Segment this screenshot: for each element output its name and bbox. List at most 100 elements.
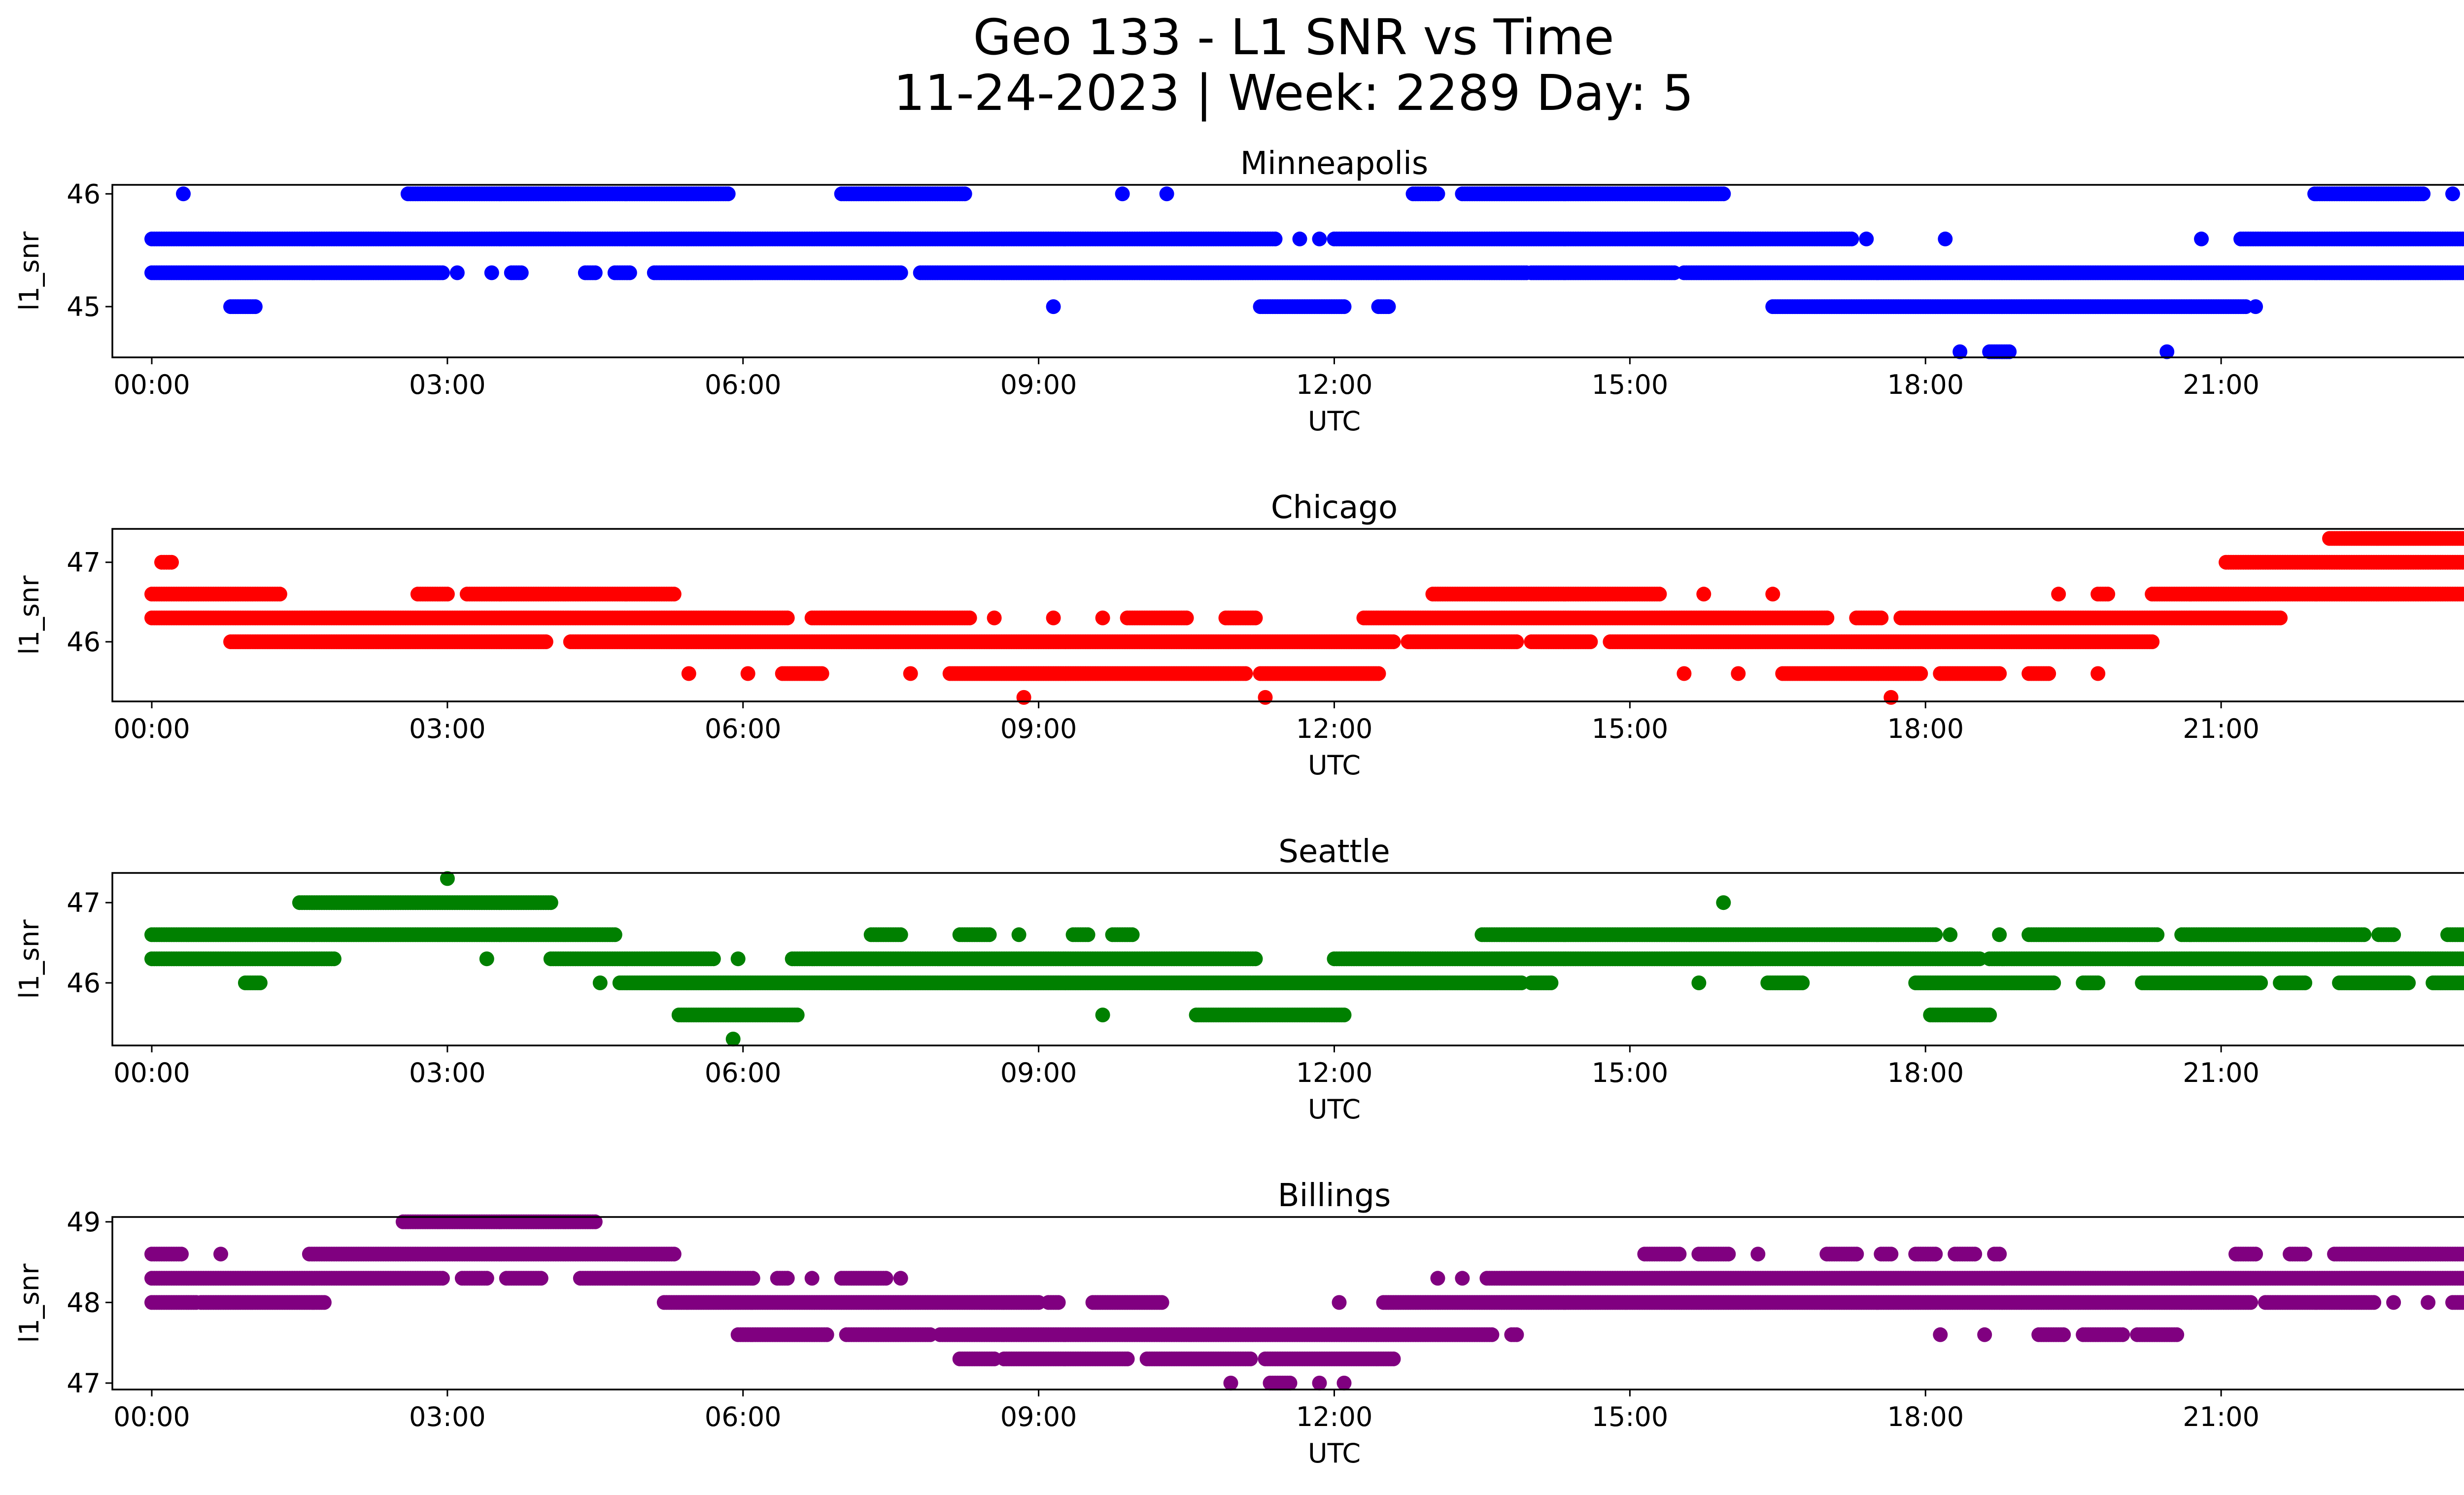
data-point xyxy=(2090,666,2106,681)
data-point xyxy=(962,610,977,626)
data-point xyxy=(2445,186,2460,202)
data-point xyxy=(1238,666,1253,681)
data-point xyxy=(780,610,795,626)
data-point xyxy=(1859,231,1874,246)
x-tick-label: 00:00 xyxy=(113,369,190,400)
x-tick-label: 18:00 xyxy=(1887,713,1964,744)
data-point xyxy=(1583,634,1598,649)
data-point xyxy=(2100,587,2116,602)
data-point xyxy=(440,587,455,602)
data-point xyxy=(2159,344,2175,359)
data-point xyxy=(1874,610,1889,626)
data-point xyxy=(1716,186,1731,202)
data-point xyxy=(1312,231,1327,246)
data-point xyxy=(1179,610,1194,626)
data-point xyxy=(681,666,696,681)
x-tick-label: 00:00 xyxy=(113,713,190,744)
data-point xyxy=(1016,690,1031,705)
data-point xyxy=(1046,610,1061,626)
data-point xyxy=(1819,610,1835,626)
data-point xyxy=(1992,666,2007,681)
x-tick-label: 06:00 xyxy=(705,369,782,400)
data-point xyxy=(2463,590,2464,599)
data-point xyxy=(1731,666,1746,681)
x-axis-label: UTC xyxy=(1308,750,1361,781)
data-point xyxy=(543,895,558,910)
x-axis-label: UTC xyxy=(1308,406,1361,437)
data-point xyxy=(2248,299,2263,314)
data-point xyxy=(2460,532,2464,545)
x-tick-label: 03:00 xyxy=(409,713,486,744)
data-point xyxy=(2002,344,2017,359)
data-point xyxy=(1371,666,1386,681)
y-axis-label: l1_snr xyxy=(14,231,45,311)
x-tick-label: 18:00 xyxy=(1887,369,1964,400)
y-axis-label: l1_snr xyxy=(14,575,45,655)
scatter-series xyxy=(144,186,2464,359)
y-tick-label: 45 xyxy=(67,291,101,322)
data-point xyxy=(1677,666,1692,681)
x-tick-label: 15:00 xyxy=(1592,369,1669,400)
data-point xyxy=(2273,610,2288,626)
x-tick-label: 21:00 xyxy=(2183,713,2259,744)
data-point xyxy=(2041,666,2056,681)
x-tick-label: 21:00 xyxy=(2183,369,2259,400)
figure-title-line1: Geo 133 - L1 SNR vs Time xyxy=(973,8,1614,66)
y-tick-label: 47 xyxy=(67,547,101,578)
data-point xyxy=(1386,634,1401,649)
data-point xyxy=(538,634,553,649)
data-point xyxy=(587,265,603,280)
data-point xyxy=(2460,232,2464,246)
x-tick-label: 06:00 xyxy=(705,713,782,744)
figure-title-line2: 11-24-2023 | Week: 2289 Day: 5 xyxy=(893,64,1693,122)
data-point xyxy=(2051,587,2066,602)
x-tick-label: 12:00 xyxy=(1296,713,1373,744)
data-point xyxy=(164,555,179,570)
subplot-title: Minneapolis xyxy=(1240,145,1428,182)
data-point xyxy=(484,265,499,280)
data-point xyxy=(435,265,450,280)
data-point xyxy=(513,265,529,280)
data-point xyxy=(740,666,755,681)
data-point xyxy=(1267,231,1283,246)
data-point xyxy=(1716,895,1731,910)
data-point xyxy=(622,265,637,280)
data-point xyxy=(1765,587,1780,602)
data-point xyxy=(1883,690,1899,705)
y-tick-label: 46 xyxy=(67,626,101,658)
x-tick-label: 09:00 xyxy=(1000,713,1077,744)
subplots: Minneapolis 00:00 03:00 06:00 09:00 12:00 15:0… xyxy=(14,145,2464,1469)
scatter-series xyxy=(144,531,2464,705)
data-point xyxy=(2463,534,2464,543)
data-point xyxy=(2463,557,2464,567)
data-point xyxy=(2463,234,2464,243)
subplot-title: Chicago xyxy=(1271,489,1398,526)
data-point xyxy=(1381,299,1396,314)
data-point xyxy=(272,587,287,602)
data-point xyxy=(1430,186,1445,202)
data-point xyxy=(2416,186,2431,202)
x-tick-label: 03:00 xyxy=(409,369,486,400)
data-point xyxy=(607,927,622,942)
data-point xyxy=(2460,556,2464,569)
data-point xyxy=(449,265,465,280)
data-point xyxy=(1336,299,1352,314)
data-point xyxy=(1938,231,1953,246)
data-point xyxy=(1258,690,1273,705)
data-point xyxy=(720,186,736,202)
x-tick-label: 09:00 xyxy=(1000,369,1077,400)
data-point xyxy=(2460,266,2464,279)
data-point xyxy=(987,610,1002,626)
data-point xyxy=(2194,231,2209,246)
data-point xyxy=(1952,344,1968,359)
data-point xyxy=(1095,610,1110,626)
data-point xyxy=(1913,666,1928,681)
data-point xyxy=(2145,634,2160,649)
data-point xyxy=(903,666,918,681)
data-point xyxy=(176,186,191,202)
data-point xyxy=(1844,231,1859,246)
data-point xyxy=(1509,634,1524,649)
data-point xyxy=(957,186,972,202)
